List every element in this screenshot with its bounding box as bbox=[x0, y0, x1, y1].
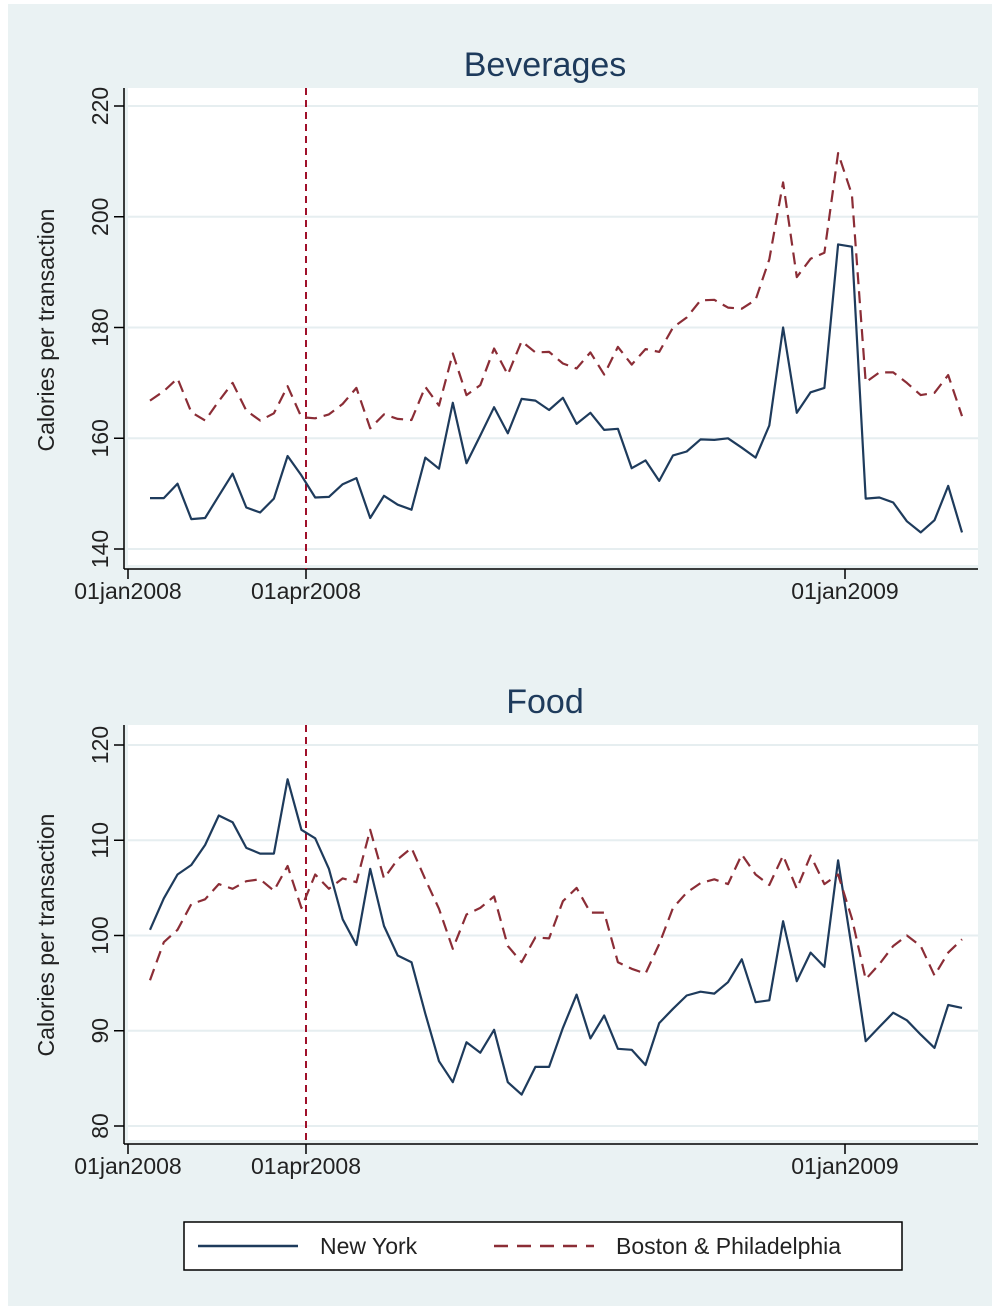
series-line-boston-philadelphia bbox=[148, 828, 963, 981]
series-line-new-york bbox=[150, 243, 964, 534]
y-tick-label: 100 bbox=[87, 916, 113, 954]
beverages-panel: Beverages Calories per transaction 140 16… bbox=[33, 46, 978, 604]
legend-label-boston-philadelphia: Boston & Philadelphia bbox=[616, 1233, 841, 1259]
y-tick-label: 140 bbox=[87, 530, 113, 568]
y-tick-label: 220 bbox=[87, 87, 113, 125]
food-gridlines bbox=[128, 744, 978, 1127]
legend: New York Boston & Philadelphia bbox=[183, 1221, 903, 1271]
food-y-axis-label: Calories per transaction bbox=[33, 814, 59, 1057]
x-tick-label: 01jan2009 bbox=[791, 578, 898, 604]
beverages-title: Beverages bbox=[464, 46, 627, 84]
beverages-series bbox=[149, 152, 964, 534]
food-series bbox=[148, 778, 963, 1096]
y-tick-label: 120 bbox=[87, 726, 113, 764]
beverages-x-axis: 01jan2008 01apr2008 01jan2009 bbox=[74, 568, 978, 604]
x-tick-label: 01apr2008 bbox=[251, 578, 361, 604]
x-tick-label: 01jan2008 bbox=[74, 1153, 181, 1179]
food-y-axis: 80 90 100 110 120 bbox=[87, 725, 125, 1144]
beverages-y-axis: 140 160 180 200 220 bbox=[87, 87, 125, 569]
x-tick-label: 01apr2008 bbox=[251, 1153, 361, 1179]
food-x-axis: 01jan2008 01apr2008 01jan2009 bbox=[74, 1143, 978, 1179]
y-tick-label: 80 bbox=[87, 1113, 113, 1139]
x-tick-label: 01jan2009 bbox=[791, 1153, 898, 1179]
y-tick-label: 180 bbox=[87, 308, 113, 346]
y-tick-label: 110 bbox=[87, 822, 113, 859]
series-line-new-york bbox=[148, 778, 963, 1096]
food-plot-area bbox=[128, 725, 978, 1140]
x-tick-label: 01jan2008 bbox=[74, 578, 181, 604]
legend-label-new-york: New York bbox=[320, 1233, 418, 1259]
y-tick-label: 160 bbox=[87, 419, 113, 457]
series-line-boston-philadelphia bbox=[149, 152, 964, 430]
y-tick-label: 200 bbox=[87, 198, 113, 236]
beverages-y-axis-label: Calories per transaction bbox=[33, 209, 59, 452]
food-title: Food bbox=[506, 683, 584, 721]
beverages-gridlines bbox=[128, 105, 978, 550]
food-panel: Food Calories per transaction 80 90 100 110… bbox=[33, 683, 978, 1179]
y-tick-label: 90 bbox=[87, 1018, 113, 1044]
